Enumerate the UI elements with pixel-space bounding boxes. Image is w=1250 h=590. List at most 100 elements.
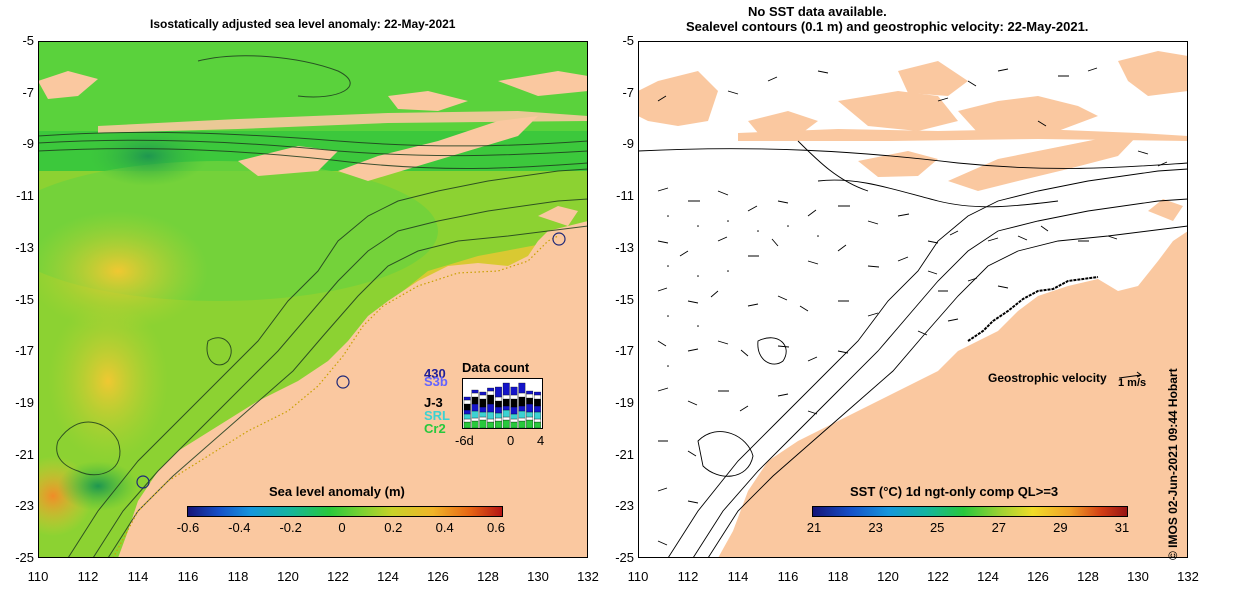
x-tick-label: 120 bbox=[877, 569, 899, 584]
sla-colorbar-title: Sea level anomaly (m) bbox=[269, 484, 405, 499]
data-count-bar-segment bbox=[479, 398, 487, 408]
y-tick-label: -11 bbox=[16, 188, 34, 204]
data-count-bar-segment bbox=[526, 403, 534, 413]
data-count-bar-segment bbox=[495, 386, 502, 398]
data-count-bar-segment bbox=[534, 421, 541, 429]
velocity-scale-arrow bbox=[1118, 371, 1142, 379]
velocity-arrows bbox=[657, 67, 1168, 546]
y-tick-label: -13 bbox=[15, 239, 34, 255]
data-count-bar-segment bbox=[518, 405, 526, 412]
y-tick-label: -19 bbox=[615, 394, 634, 410]
y-tick-label: -19 bbox=[15, 394, 34, 410]
sst-colorbar-label: 27 bbox=[991, 520, 1007, 535]
data-count-bar-segment bbox=[463, 409, 471, 415]
data-count-bar-segment bbox=[463, 396, 471, 401]
data-count-chart bbox=[462, 378, 543, 429]
right-map-frame bbox=[638, 41, 1188, 558]
y-tick-label: -25 bbox=[15, 550, 34, 565]
data-count-bar-segment bbox=[526, 416, 534, 421]
data-count-bar-segment bbox=[502, 419, 510, 429]
x-tick-label: 114 bbox=[127, 569, 149, 584]
data-count-bar-segment bbox=[487, 390, 495, 396]
y-tick-label: -7 bbox=[22, 84, 34, 100]
data-count-bar-segment bbox=[534, 418, 541, 423]
sla-colorbar bbox=[187, 506, 503, 517]
data-count-bar-segment bbox=[495, 417, 502, 422]
y-tick-label: -21 bbox=[15, 446, 34, 462]
y-tick-label: -9 bbox=[22, 136, 34, 152]
x-tick-label: 122 bbox=[327, 569, 349, 584]
sst-colorbar-label: 23 bbox=[868, 520, 883, 535]
tide-gauge-marker bbox=[336, 375, 350, 389]
data-count-bar-segment bbox=[463, 403, 471, 411]
data-count-bar-segment bbox=[526, 397, 534, 405]
data-count-bar-segment bbox=[510, 418, 518, 423]
data-count-x-start: -6d bbox=[455, 433, 474, 448]
data-count-bar-segment bbox=[479, 411, 487, 418]
x-tick-label: 116 bbox=[177, 569, 199, 584]
y-tick-label: -17 bbox=[615, 343, 634, 359]
data-count-bar-segment bbox=[495, 396, 502, 402]
data-count-bar-segment bbox=[534, 411, 541, 420]
y-tick-label: -11 bbox=[616, 188, 634, 204]
x-tick-label: 130 bbox=[1127, 569, 1149, 584]
x-tick-label: 128 bbox=[477, 569, 499, 584]
data-count-bar-segment bbox=[487, 387, 495, 392]
sla-map-graphic bbox=[38, 41, 588, 558]
data-count-bar-segment bbox=[502, 394, 510, 400]
data-count-bar-segment bbox=[518, 420, 526, 429]
australia-land bbox=[718, 231, 1188, 558]
data-count-bar-segment bbox=[495, 412, 502, 419]
data-count-bar-segment bbox=[471, 403, 479, 412]
data-count-bar-segment bbox=[463, 413, 471, 420]
timor-island bbox=[338, 116, 538, 181]
y-tick-label: -17 bbox=[15, 343, 34, 359]
data-count-x-end: 4 bbox=[537, 433, 545, 448]
x-tick-label: 114 bbox=[727, 569, 749, 584]
data-count-bar-segment bbox=[502, 416, 510, 421]
y-tick-label: -5 bbox=[22, 33, 34, 48]
x-tick-label: 112 bbox=[677, 569, 699, 584]
sea-level-anomaly-map bbox=[38, 41, 588, 558]
left-map-title: Isostatically adjusted sea level anomaly… bbox=[150, 17, 456, 31]
sumba-island bbox=[858, 151, 938, 177]
data-count-bar-segment bbox=[518, 382, 526, 394]
data-count-bar-segment bbox=[487, 394, 495, 405]
data-count-bar-segment bbox=[487, 421, 495, 429]
data-count-bar-segment bbox=[487, 411, 495, 420]
tide-gauge-marker bbox=[136, 475, 150, 489]
sla-colorbar-label: -0.6 bbox=[176, 520, 200, 535]
x-tick-label: 126 bbox=[1027, 569, 1049, 584]
y-tick-label: -15 bbox=[15, 291, 34, 307]
x-tick-label: 112 bbox=[77, 569, 99, 584]
data-count-bar-segment bbox=[518, 410, 526, 419]
sst-colorbar-label: 21 bbox=[806, 520, 822, 535]
data-count-bar-segment bbox=[534, 398, 541, 407]
x-tick-label: 128 bbox=[1077, 569, 1099, 584]
sst-colorbar-label: 31 bbox=[1114, 520, 1130, 535]
data-count-bar-segment bbox=[502, 398, 510, 407]
data-count-bar-segment bbox=[534, 405, 541, 413]
x-tick-label: 110 bbox=[27, 569, 49, 584]
data-count-title: Data count bbox=[462, 360, 530, 375]
data-count-bar-segment bbox=[479, 394, 487, 400]
data-count-bar-segment bbox=[510, 386, 518, 396]
y-tick-label: -21 bbox=[615, 446, 634, 462]
data-count-bar-segment bbox=[479, 419, 487, 429]
data-count-bar-segment bbox=[471, 410, 479, 419]
x-tick-label: 116 bbox=[777, 569, 799, 584]
data-count-bar-segment bbox=[502, 409, 510, 418]
data-count-bar-segment bbox=[463, 418, 471, 423]
x-tick-label: 132 bbox=[1177, 569, 1199, 584]
y-tick-label: -25 bbox=[615, 550, 634, 565]
sumba-island bbox=[238, 146, 338, 176]
sla-colorbar-label: 0 bbox=[338, 520, 346, 535]
data-count-bar-segment bbox=[471, 396, 479, 405]
data-count-top-value: 430 bbox=[424, 366, 446, 381]
tide-gauge-marker bbox=[552, 232, 566, 246]
sst-colorbar-title: SST (°C) 1d ngt-only comp QL>=3 bbox=[850, 484, 1059, 499]
sla-colorbar-label: -0.4 bbox=[228, 520, 251, 535]
y-tick-label: -23 bbox=[15, 498, 34, 514]
x-tick-label: 124 bbox=[377, 569, 399, 584]
data-count-bar-segment bbox=[495, 406, 502, 414]
